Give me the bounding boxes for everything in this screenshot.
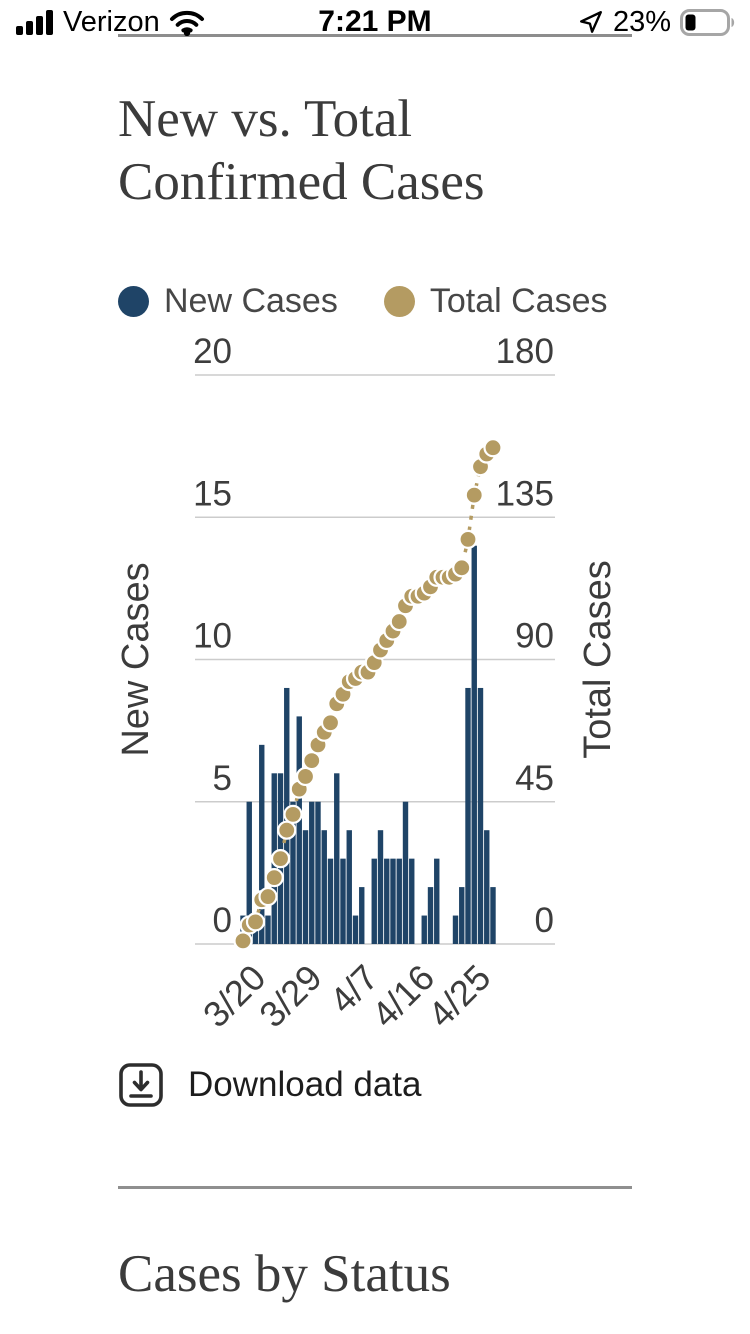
battery-percent-label: 23% <box>612 5 671 38</box>
legend-item-new-cases[interactable]: New Cases <box>118 282 338 321</box>
new-vs-total-chart[interactable]: 0 5 10 15 20 0 45 90 135 180 3/20 3/29 4/7 4/16 4/25 Ne… <box>115 330 632 1045</box>
svg-text:20: 20 <box>193 332 232 371</box>
battery-icon <box>680 8 735 36</box>
download-data-button[interactable]: Download data <box>118 1062 422 1108</box>
download-icon <box>119 1063 163 1107</box>
svg-text:0: 0 <box>213 901 232 940</box>
legend-item-total-cases[interactable]: Total Cases <box>383 282 608 321</box>
legend-label-total-cases: Total Cases <box>429 282 608 320</box>
section-divider <box>118 1186 632 1189</box>
svg-text:180: 180 <box>496 332 554 371</box>
status-bar-right: 23% <box>578 0 736 44</box>
svg-text:New Cases: New Cases <box>118 562 157 756</box>
svg-text:4/25: 4/25 <box>420 957 499 1036</box>
svg-text:5: 5 <box>213 759 232 798</box>
svg-text:15: 15 <box>193 474 232 513</box>
top-divider <box>118 34 632 37</box>
section-title: Cases by Status <box>118 1245 451 1303</box>
download-data-label: Download data <box>188 1065 422 1104</box>
location-arrow-icon <box>580 11 602 33</box>
cellular-signal-icon <box>16 10 53 35</box>
svg-text:135: 135 <box>496 474 554 513</box>
clock-label: 7:21 PM <box>318 5 432 38</box>
svg-text:10: 10 <box>193 617 232 656</box>
cases-chart[interactable]: 05101520045901351803/203/294/74/164/25Ne… <box>115 330 632 1045</box>
chart-legend: New Cases Total Cases <box>118 282 607 321</box>
svg-text:0: 0 <box>535 901 554 940</box>
status-bar-clock: 7:21 PM <box>0 0 750 44</box>
svg-text:90: 90 <box>515 617 554 656</box>
total-cases-swatch-icon <box>383 286 415 317</box>
new-cases-swatch-icon <box>118 286 149 317</box>
carrier-label: Verizon <box>63 5 160 38</box>
legend-label-new-cases: New Cases <box>164 282 338 320</box>
svg-text:45: 45 <box>515 759 554 798</box>
status-bar-left: Verizon <box>16 0 205 44</box>
svg-text:3/29: 3/29 <box>251 957 330 1036</box>
chart-title: New vs. Total Confirmed Cases <box>118 90 485 211</box>
wifi-icon <box>169 10 204 36</box>
status-bar: Verizon 7:21 PM 23% <box>0 0 750 44</box>
svg-text:Total Cases: Total Cases <box>577 560 619 759</box>
